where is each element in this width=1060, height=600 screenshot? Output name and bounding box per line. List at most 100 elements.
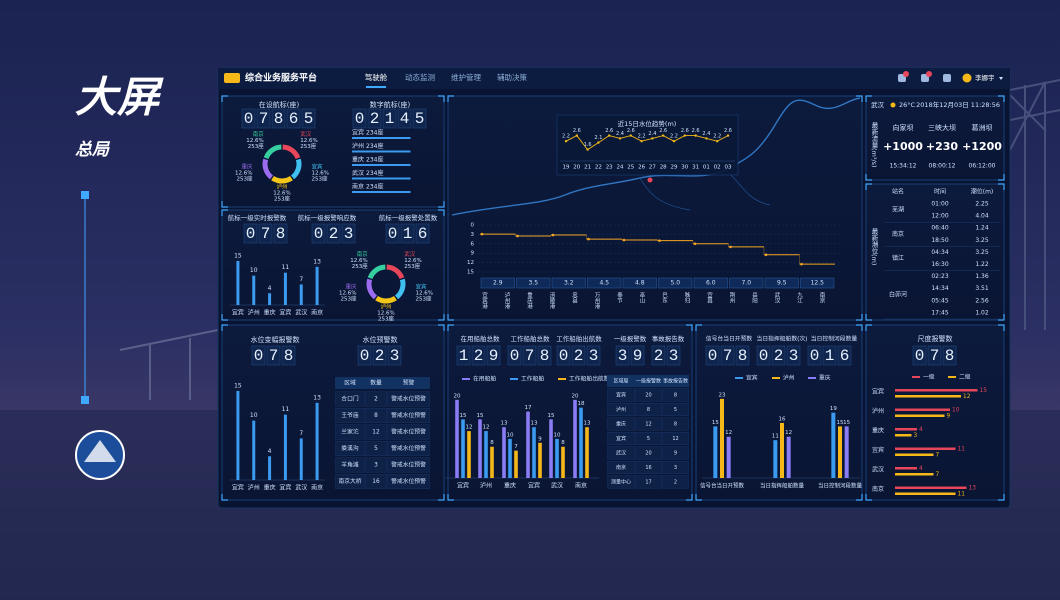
trend-x-label: 22 — [595, 165, 602, 171]
table-cell — [335, 474, 365, 489]
station-label: 宜昌 — [706, 291, 713, 305]
flow-time: 15:34:12 — [890, 163, 917, 170]
bar-value-label: 12 — [483, 425, 490, 431]
bar — [502, 427, 506, 478]
section-box — [480, 277, 515, 289]
table-cell-text: 5 — [374, 446, 378, 452]
avatar[interactable] — [962, 73, 972, 83]
donut-count: 253座 — [352, 262, 368, 270]
table-cell — [662, 432, 689, 445]
kpi-label: 航标一级报警响应数 — [298, 213, 357, 222]
bar — [252, 420, 256, 480]
table-cell-text: 测量中心 — [611, 479, 631, 486]
bridge — [119, 79, 1060, 400]
bar-value-label: 12 — [963, 394, 971, 400]
bar-value-label: 15 — [548, 413, 555, 419]
kpi-label: 一级报警数 — [614, 334, 647, 343]
nav-item[interactable]: 驾驶舱 — [365, 72, 388, 82]
trend-value-label: 2.6 — [659, 128, 667, 134]
table-cell — [607, 403, 635, 416]
nav-item[interactable]: 维护管理 — [451, 72, 481, 82]
digit-box — [372, 345, 387, 366]
table-cell — [335, 441, 365, 456]
badge — [926, 71, 932, 77]
user-caret[interactable] — [999, 77, 1003, 80]
y-tick-label: 9 — [471, 251, 475, 257]
digit-box — [400, 223, 415, 244]
bar-value-label: 15 — [837, 420, 844, 426]
nav-item[interactable]: 动态监测 — [405, 72, 435, 82]
trend-x-label: 24 — [617, 165, 624, 171]
trend-value-label: 2.6 — [681, 128, 689, 134]
trend-point — [651, 137, 654, 140]
station-label: 万州港 — [594, 292, 601, 310]
section-box — [764, 277, 799, 289]
digit-box — [786, 345, 801, 366]
donut-count: 253座 — [311, 174, 327, 182]
donut-slice — [271, 175, 293, 184]
nav-item[interactable]: 辅助决策 — [497, 72, 527, 82]
section-value-label: 4.5 — [599, 280, 609, 287]
table-cell-text: 17 — [645, 480, 651, 486]
station-label: 秭归 — [684, 291, 691, 305]
donut-slice — [290, 158, 302, 180]
bar-value-label: 13 — [584, 421, 591, 427]
bar-value-label: 8 — [490, 440, 494, 446]
trend-point — [716, 140, 719, 143]
digit-box — [651, 345, 666, 366]
location-marker — [647, 177, 653, 183]
donut-label: 武汉 — [300, 130, 312, 138]
section-box — [551, 277, 586, 289]
table-cell-text: 警戒水位预警 — [391, 444, 426, 452]
y-tick-label: 宜宾 — [872, 388, 884, 396]
user-name[interactable]: 李娜宇 — [975, 73, 995, 82]
x-tick-label: 南京 — [311, 309, 323, 317]
settings-icon[interactable] — [943, 74, 951, 82]
bar-value-label: 18 — [578, 401, 585, 407]
kpi-label: 水位预警数 — [363, 335, 398, 344]
bar — [561, 446, 565, 478]
table-cell-text: 3 — [374, 463, 378, 469]
kpi-label: 尺度报警数 — [918, 334, 953, 343]
section-value-label: 3.5 — [528, 280, 538, 287]
water-level-dot — [729, 245, 732, 249]
donut-count: 253座 — [300, 142, 316, 150]
table-header: 事故报告数 — [663, 378, 688, 385]
trend-x-label: 27 — [649, 165, 656, 171]
bar — [786, 436, 791, 478]
digit-box — [705, 345, 720, 366]
kpi-value: 023 — [559, 347, 604, 365]
section-box — [516, 277, 551, 289]
bar — [532, 427, 536, 478]
tide-time: 02:23 — [931, 273, 948, 280]
x-tick-label: 武汉 — [551, 482, 563, 490]
list-value-label: 234座 — [366, 183, 383, 191]
table-cell — [335, 457, 365, 473]
table-cell — [365, 474, 387, 489]
trend-point — [672, 140, 676, 143]
list-value-label: 234座 — [366, 169, 383, 177]
table-cell-text: 9 — [674, 451, 677, 457]
flow-station: 葛洲坝 — [972, 123, 993, 132]
bar-value-label: 13 — [313, 258, 321, 265]
donut-label: 宜宾 — [415, 282, 427, 290]
panel — [865, 95, 1005, 181]
section-value-label: 12.5 — [811, 280, 825, 287]
kpi-value: 078 — [708, 347, 753, 365]
bar — [268, 293, 272, 305]
donut-slice — [394, 278, 406, 300]
kpi-value: 078 — [915, 347, 960, 365]
digit-box — [615, 345, 630, 366]
bar-value-label: 13 — [501, 421, 508, 427]
list-value-label: 234座 — [366, 129, 383, 137]
trend-point — [694, 134, 697, 137]
bar — [236, 260, 240, 305]
list-name: 武汉 — [352, 169, 364, 177]
table-cell — [635, 461, 662, 474]
table-cell — [365, 424, 387, 440]
bar-value-label: 7 — [936, 472, 940, 478]
table-cell-text: 合口门 — [341, 395, 359, 403]
water-level-dot — [622, 238, 626, 242]
table-cell — [662, 446, 689, 460]
water-level-dot — [516, 234, 519, 238]
